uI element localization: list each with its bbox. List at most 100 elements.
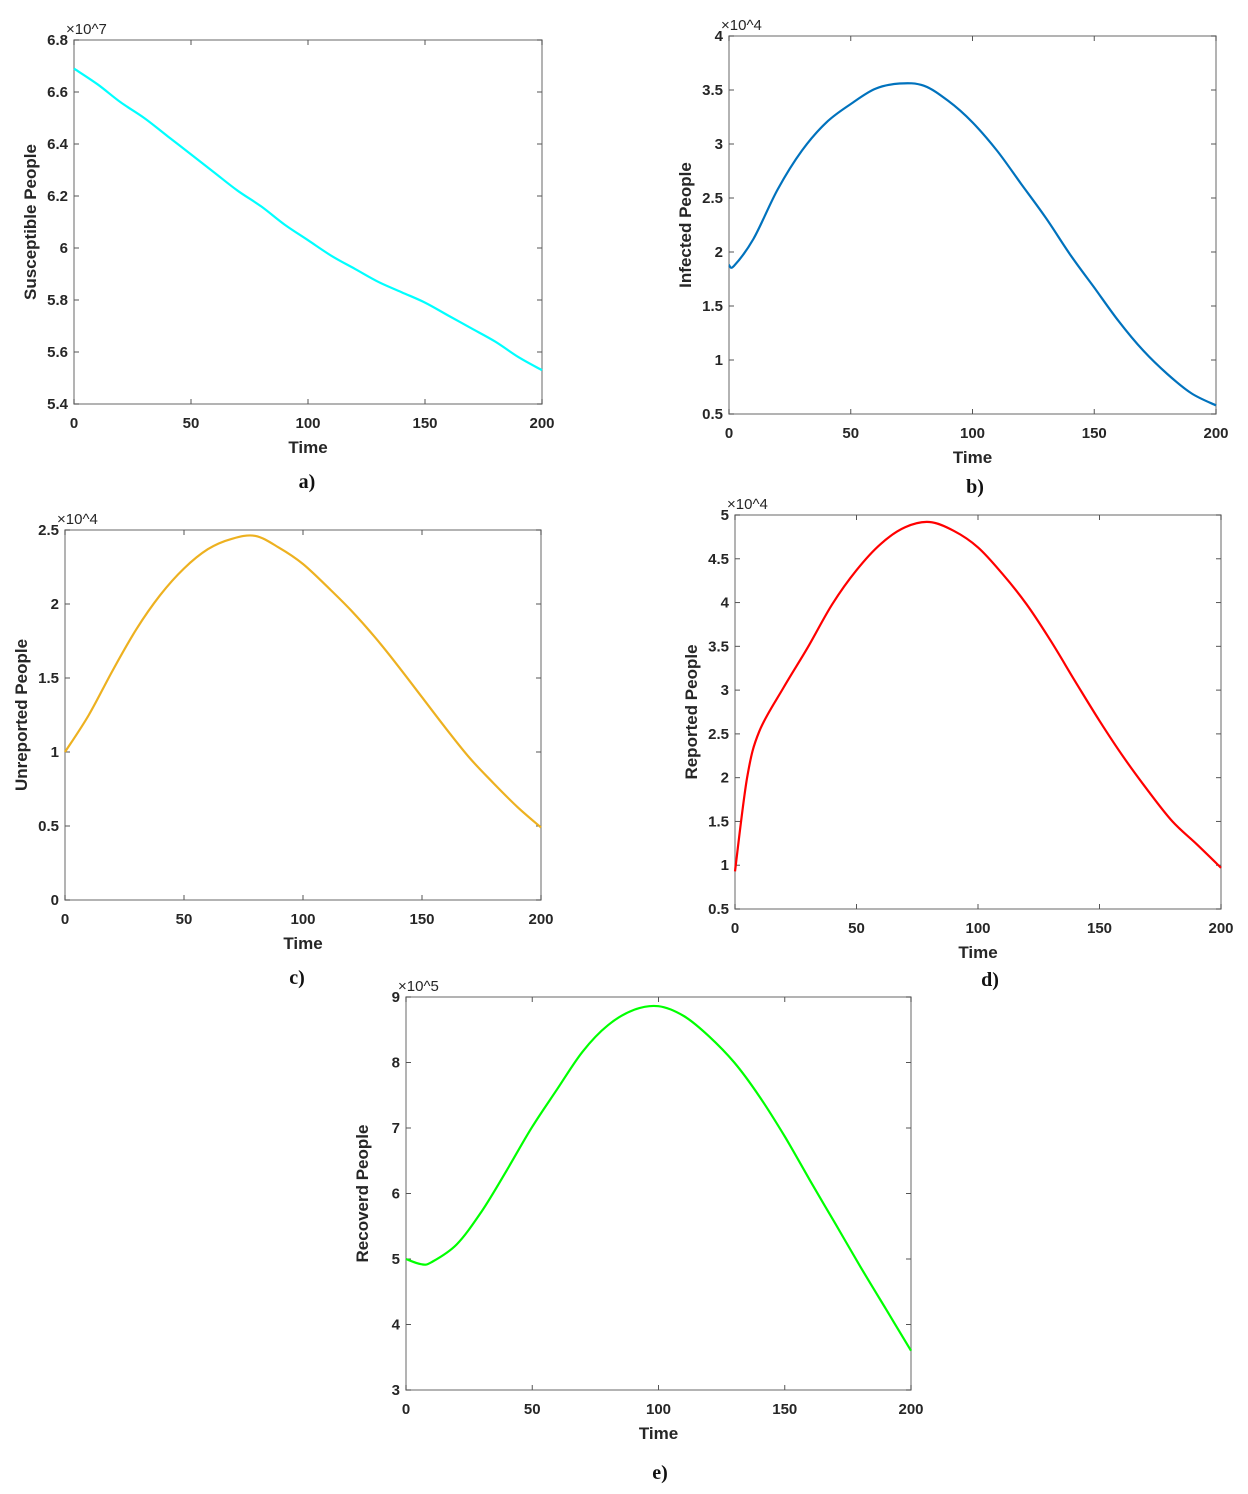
y-tick-label: 9 xyxy=(392,989,400,1006)
y-tick-label: 6.8 xyxy=(47,32,68,49)
y-tick-label: 1 xyxy=(715,352,723,369)
subplot-a: 0 50 100 150 200 5.4 5.6 5.8 6 6.2 6.4 6.6 6.8×10^7 T… xyxy=(21,21,555,493)
x-tick-label: 150 xyxy=(772,1401,797,1418)
x-tick-label: 200 xyxy=(528,911,553,928)
panel-caption: d) xyxy=(981,969,999,991)
y-tick-label: 5.8 xyxy=(47,292,68,309)
x-tick-label: 50 xyxy=(183,415,200,432)
y-multiplier: ×10^4 xyxy=(57,511,98,528)
x-tick-label: 0 xyxy=(725,425,733,442)
x-tick-label: 200 xyxy=(529,415,554,432)
x-tick-label: 50 xyxy=(176,911,193,928)
y-tick-label: 1.5 xyxy=(708,813,729,830)
y-axis-label: Recoverd People xyxy=(353,1125,372,1263)
y-tick-label: 2.5 xyxy=(702,190,723,207)
plot-area xyxy=(728,35,1217,415)
x-tick-label: 100 xyxy=(290,911,315,928)
y-tick-label: 0.5 xyxy=(708,901,729,918)
y-tick-label: 1.5 xyxy=(38,670,59,687)
x-tick-label: 100 xyxy=(295,415,320,432)
y-tick-label: 3 xyxy=(715,136,723,153)
x-axis-label: Time xyxy=(639,1424,678,1443)
panel-caption: c) xyxy=(289,967,305,989)
x-axis-label: Time xyxy=(288,438,327,457)
x-tick-label: 150 xyxy=(1087,920,1112,937)
x-tick-label: 150 xyxy=(412,415,437,432)
x-tick-label: 50 xyxy=(524,1401,541,1418)
plot-area xyxy=(73,39,543,405)
y-tick-label: 8 xyxy=(392,1055,400,1072)
x-tick-label: 200 xyxy=(898,1401,923,1418)
y-tick-label: 6.6 xyxy=(47,84,68,101)
x-tick-label: 0 xyxy=(402,1401,410,1418)
series-line xyxy=(728,82,1217,407)
y-tick-label: 2 xyxy=(51,596,59,613)
x-tick-label: 100 xyxy=(960,425,985,442)
y-tick-label: 5.6 xyxy=(47,344,68,361)
plot-area xyxy=(734,514,1222,910)
x-axis-label: Time xyxy=(953,448,992,467)
x-axis-label: Time xyxy=(283,934,322,953)
panel-caption: a) xyxy=(299,471,316,493)
x-tick-label: 200 xyxy=(1208,920,1233,937)
y-tick-label: 1 xyxy=(51,744,59,761)
y-axis-label: Reported People xyxy=(682,644,701,779)
x-tick-label: 50 xyxy=(842,425,859,442)
y-tick-label: 6.4 xyxy=(47,136,69,153)
y-tick-label: 5.4 xyxy=(47,396,69,413)
panel-caption: b) xyxy=(966,476,984,498)
x-tick-label: 150 xyxy=(409,911,434,928)
y-tick-label: 0.5 xyxy=(702,406,723,423)
plot-area xyxy=(405,996,912,1391)
y-tick-label: 0 xyxy=(51,892,59,909)
y-multiplier: ×10^7 xyxy=(66,21,107,38)
y-tick-label: 1.5 xyxy=(702,298,723,315)
series-line xyxy=(733,520,1222,872)
y-tick-label: 6.2 xyxy=(47,188,68,205)
y-tick-label: 4 xyxy=(721,595,730,612)
plot-area xyxy=(64,529,542,901)
x-tick-label: 0 xyxy=(731,920,739,937)
y-axis-label: Infected People xyxy=(676,162,695,288)
subplot-e: 0 50 100 150 200 3 4 5 6 7 8 9×10^5 Time Recoverd Peo… xyxy=(353,978,924,1484)
x-axis-label: Time xyxy=(958,943,997,962)
series-line xyxy=(64,534,542,829)
y-axis-label: Susceptible People xyxy=(21,144,40,300)
y-tick-label: 2 xyxy=(715,244,723,261)
series-line xyxy=(73,67,543,372)
subplot-d: 0 50 100 150 200 0.5 1 1.5 2 2.5 3 3.5 4 4.5 5×10^4 Tim… xyxy=(682,496,1234,991)
x-tick-label: 50 xyxy=(848,920,865,937)
y-tick-label: 3.5 xyxy=(702,82,723,99)
y-tick-label: 0.5 xyxy=(38,818,59,835)
y-tick-label: 1 xyxy=(721,857,729,874)
y-multiplier: ×10^4 xyxy=(721,17,762,34)
subplot-c: 0 50 100 150 200 0 0.5 1 1.5 2 2.5×10^4 Time Unrepor… xyxy=(12,511,554,989)
y-axis-label: Unreported People xyxy=(12,639,31,791)
y-tick-label: 2.5 xyxy=(708,726,729,743)
y-multiplier: ×10^4 xyxy=(727,496,768,513)
y-tick-label: 3.5 xyxy=(708,638,729,655)
y-tick-label: 7 xyxy=(392,1120,400,1137)
x-tick-label: 200 xyxy=(1203,425,1228,442)
y-tick-label: 4 xyxy=(392,1317,401,1334)
y-tick-label: 4.5 xyxy=(708,551,729,568)
y-tick-label: 5 xyxy=(721,507,729,524)
y-tick-label: 3 xyxy=(721,682,729,699)
subplot-b: 0 50 100 150 200 0.5 1 1.5 2 2.5 3 3.5 4×10^4 Time Inf… xyxy=(676,17,1229,498)
y-tick-label: 2.5 xyxy=(38,522,59,539)
y-tick-label: 6 xyxy=(392,1186,400,1203)
y-tick-label: 5 xyxy=(392,1251,400,1268)
y-tick-label: 4 xyxy=(715,28,724,45)
x-tick-label: 100 xyxy=(646,1401,671,1418)
y-tick-label: 2 xyxy=(721,770,729,787)
x-tick-label: 0 xyxy=(70,415,78,432)
series-line xyxy=(405,1004,912,1352)
panel-caption: e) xyxy=(652,1462,668,1484)
y-tick-label: 6 xyxy=(60,240,68,257)
x-tick-label: 100 xyxy=(965,920,990,937)
x-tick-label: 150 xyxy=(1082,425,1107,442)
x-tick-label: 0 xyxy=(61,911,69,928)
y-tick-label: 3 xyxy=(392,1382,400,1399)
y-multiplier: ×10^5 xyxy=(398,978,439,995)
